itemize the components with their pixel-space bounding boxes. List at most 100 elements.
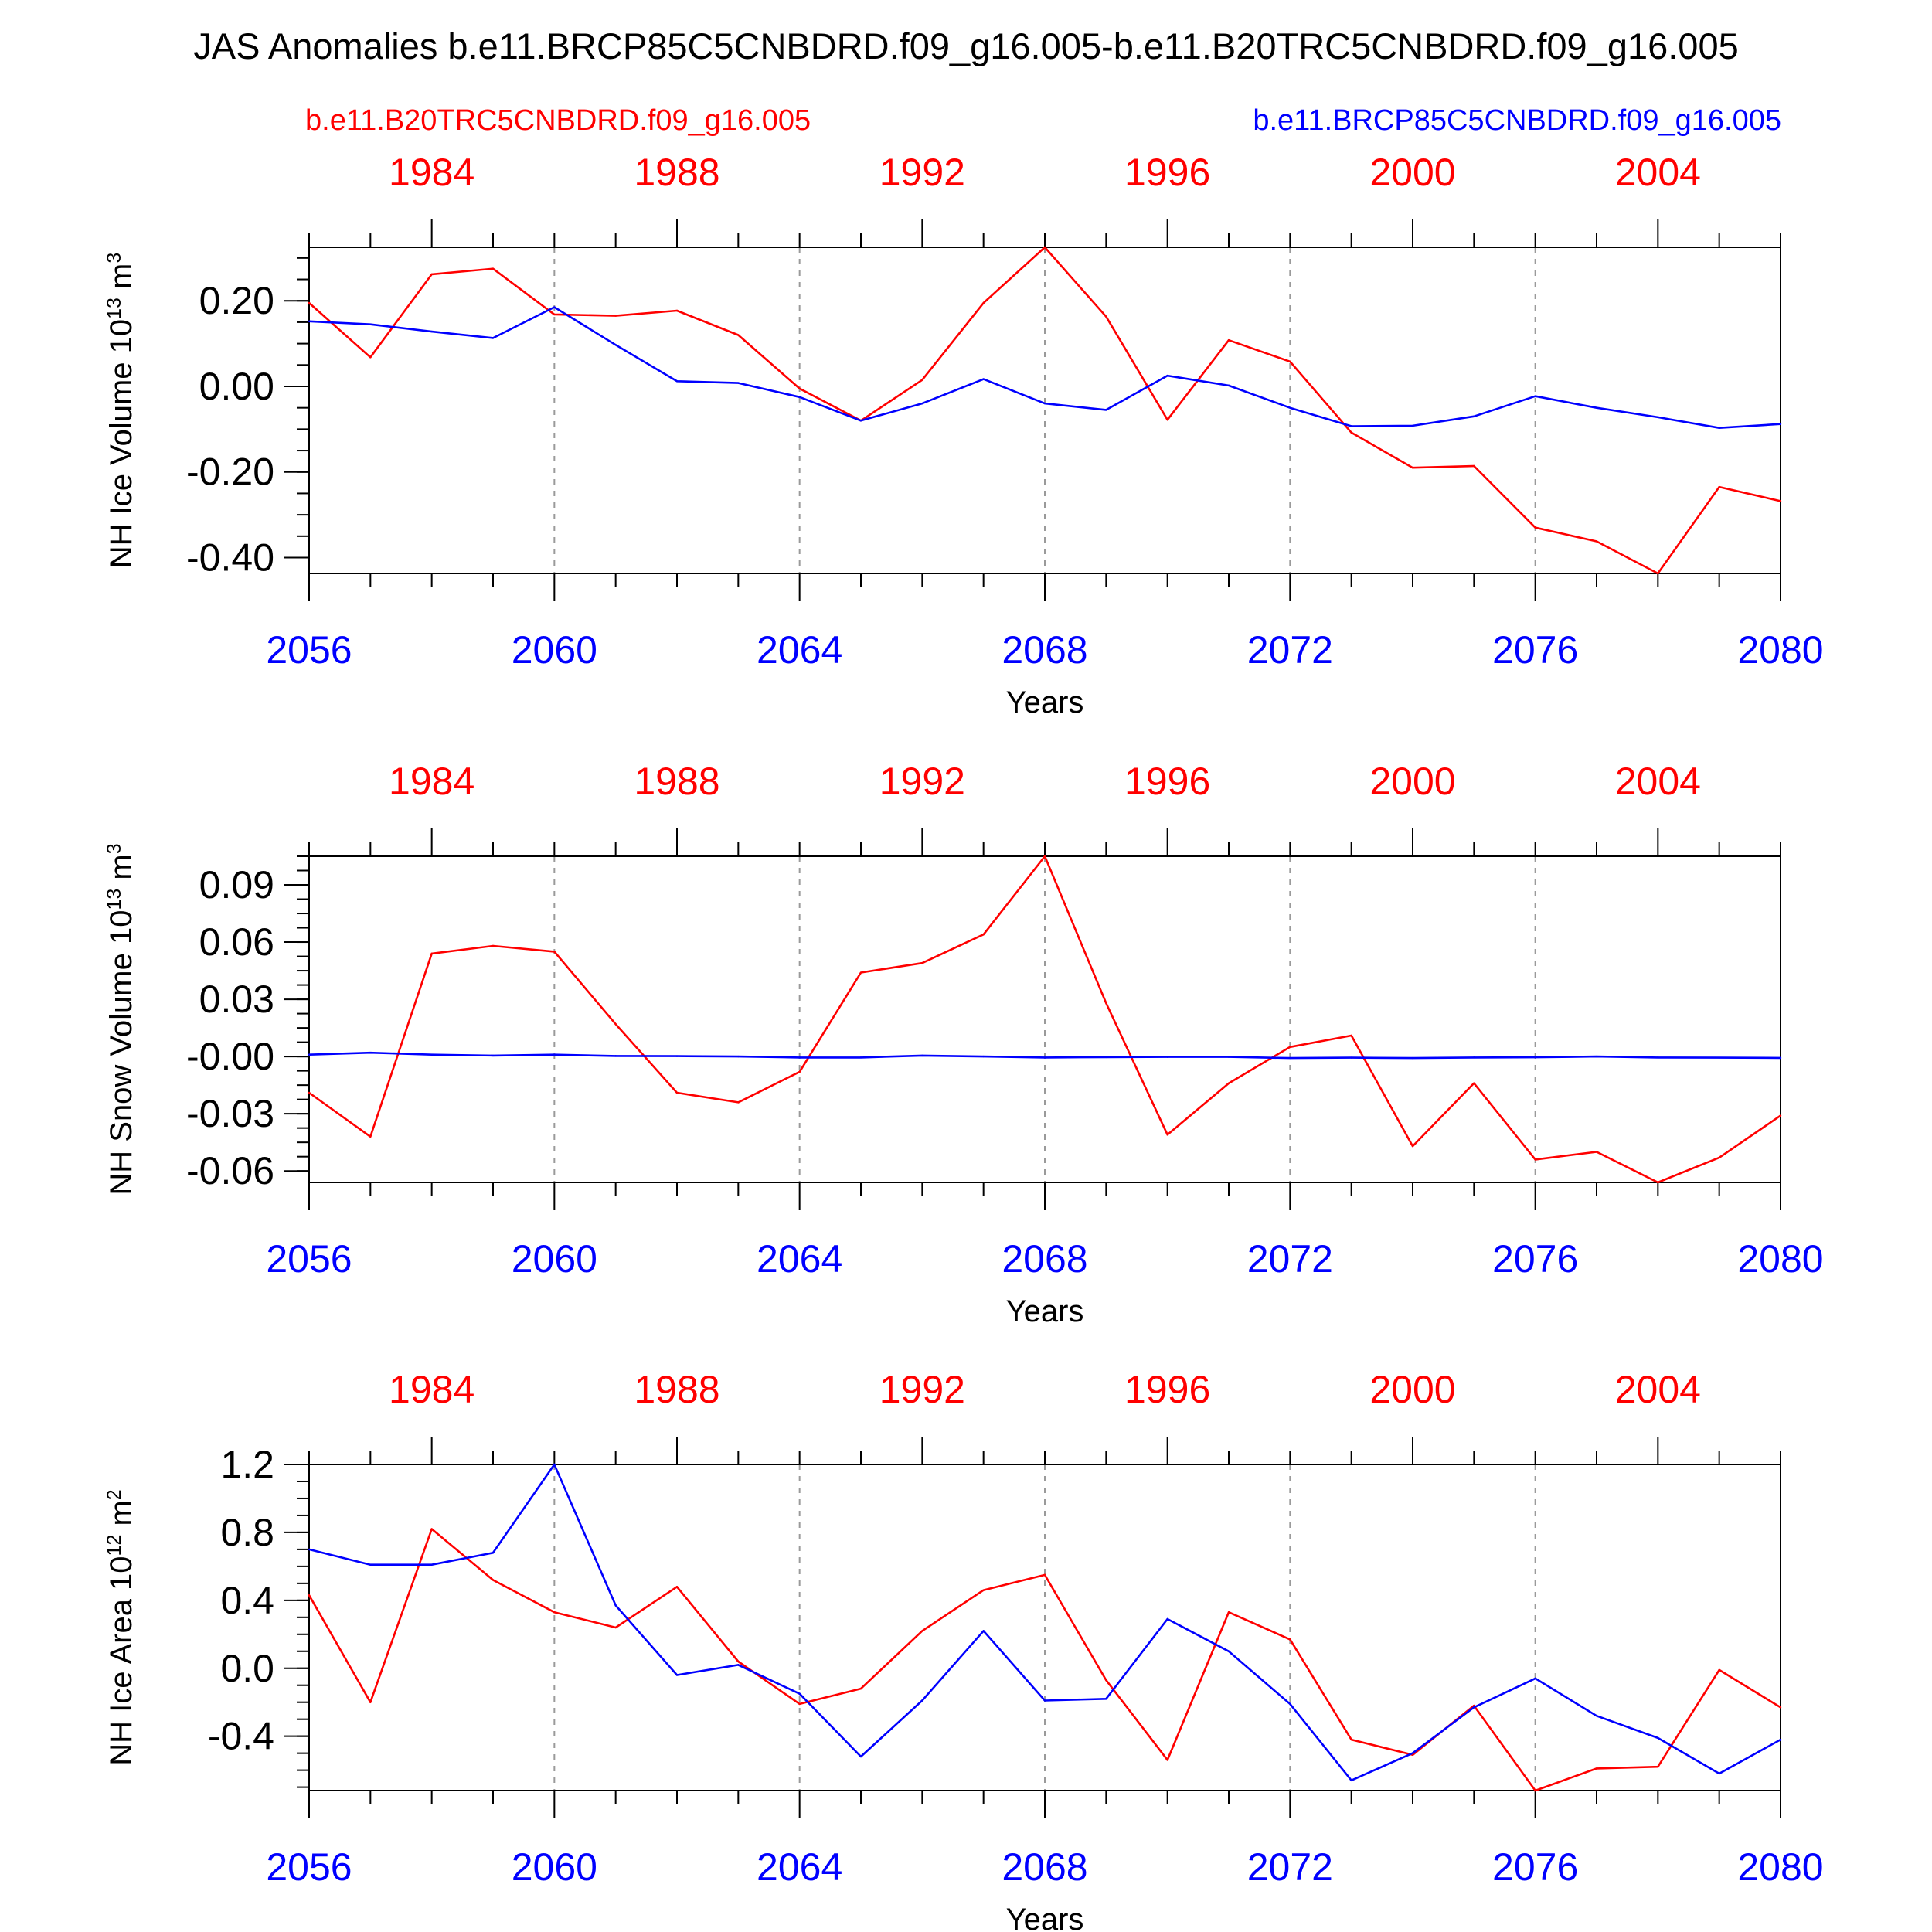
x-axis-label: Years	[1006, 1903, 1084, 1932]
historical-point	[1227, 1082, 1230, 1084]
historical-point	[675, 1586, 679, 1588]
x-tick-label-top: 1992	[879, 151, 965, 194]
future-point	[982, 378, 985, 380]
historical-point	[798, 387, 801, 389]
future-point	[1043, 402, 1046, 405]
historical-point	[369, 1135, 372, 1138]
x-tick-label-top: 2000	[1369, 151, 1455, 194]
historical-point	[737, 1660, 740, 1663]
historical-point	[921, 961, 923, 964]
future-point	[1166, 1617, 1168, 1621]
historical-point	[798, 1702, 801, 1706]
future-point	[1289, 406, 1291, 409]
future-point	[1657, 1056, 1659, 1059]
x-tick-label-bottom: 2056	[266, 1845, 352, 1889]
historical-point	[798, 1070, 801, 1073]
future-point	[1227, 384, 1230, 387]
x-tick-label-bottom: 2060	[512, 1237, 597, 1281]
x-tick-label-bottom: 2072	[1247, 628, 1333, 672]
y-axis-label: NH Snow Volume 1013 m3	[104, 843, 138, 1195]
future-point	[308, 1053, 311, 1056]
historical-point	[1473, 1082, 1475, 1084]
x-tick-label-bottom: 2060	[512, 628, 597, 672]
future-point	[1350, 425, 1352, 427]
historical-point	[308, 1594, 311, 1597]
x-tick-label-bottom: 2056	[266, 628, 352, 672]
historical-point	[430, 273, 433, 276]
future-point	[553, 1053, 556, 1056]
historical-point	[1657, 1181, 1659, 1184]
x-tick-label-top: 2000	[1369, 760, 1455, 803]
future-point	[1043, 1056, 1046, 1059]
future-point	[1595, 406, 1598, 409]
panel-1: 2056 2060 2064 2068 2072 2076 2080 1984 1988 1992…	[104, 151, 1824, 719]
historical-point	[614, 1626, 617, 1629]
chart-title: JAS Anomalies b.e11.BRCP85C5CNBDRD.f09_g…	[193, 26, 1738, 66]
future-point	[982, 1055, 985, 1058]
historical-point	[675, 309, 679, 312]
future-point	[492, 337, 495, 339]
future-point	[553, 306, 556, 308]
x-tick-label-top: 1984	[389, 760, 474, 803]
x-tick-label-top: 1988	[634, 760, 719, 803]
future-point	[1534, 395, 1536, 397]
historical-point	[1534, 1158, 1536, 1161]
y-tick-label: 0.06	[199, 920, 274, 964]
future-point	[798, 396, 801, 399]
future-point	[1473, 1056, 1475, 1059]
y-tick-label: -0.4	[208, 1715, 274, 1758]
future-point	[308, 320, 311, 323]
y-tick-label: 0.09	[199, 863, 274, 906]
x-tick-label-bottom: 2072	[1247, 1845, 1333, 1889]
future-point	[1595, 1055, 1598, 1058]
future-point	[982, 1630, 985, 1632]
future-point	[1595, 1715, 1598, 1717]
future-point	[737, 1664, 740, 1666]
historical-point	[1350, 1034, 1352, 1037]
x-tick-label-bottom: 2076	[1492, 628, 1578, 672]
historical-point	[492, 944, 495, 947]
historical-point	[1534, 1789, 1536, 1792]
future-point	[369, 323, 372, 325]
historical-point	[737, 1101, 740, 1104]
historical-point	[1718, 485, 1720, 488]
historical-point	[553, 313, 556, 316]
y-tick-label: -0.03	[186, 1092, 274, 1135]
historical-point	[921, 379, 923, 381]
x-tick-label-bottom: 2076	[1492, 1845, 1578, 1889]
future-point	[1227, 1650, 1230, 1652]
future-point	[798, 1056, 801, 1059]
y-tick-label: -0.00	[186, 1035, 274, 1078]
future-point	[1350, 1779, 1352, 1782]
historical-point	[1350, 431, 1352, 434]
x-tick-label-top: 2004	[1615, 1368, 1701, 1411]
x-tick-label-top: 1996	[1124, 151, 1210, 194]
future-point	[1105, 1698, 1107, 1700]
y-tick-label: 0.4	[220, 1579, 274, 1622]
x-tick-label-bottom: 2080	[1737, 1845, 1823, 1889]
future-point	[1043, 1699, 1046, 1702]
y-tick-label: 0.8	[220, 1511, 274, 1554]
future-point	[859, 420, 862, 422]
x-tick-label-top: 1984	[389, 1368, 474, 1411]
future-point	[1534, 1677, 1536, 1680]
x-tick-label-top: 1992	[879, 1368, 965, 1411]
legend-future: b.e11.BRCP85C5CNBDRD.f09_g16.005	[1253, 104, 1781, 137]
historical-point	[859, 971, 862, 974]
y-axis-label: NH Ice Area 1012 m2	[104, 1489, 138, 1765]
future-point	[369, 1563, 372, 1566]
historical-point	[1043, 246, 1046, 249]
historical-point	[614, 315, 617, 317]
x-tick-label-bottom: 2056	[266, 1237, 352, 1281]
future-point	[1166, 374, 1168, 377]
historical-point	[1595, 1151, 1598, 1153]
y-tick-label: 0.0	[220, 1647, 274, 1690]
future-point	[675, 1055, 679, 1057]
historical-point	[1289, 1046, 1291, 1048]
future-point	[1166, 1056, 1168, 1058]
historical-point	[614, 1022, 617, 1026]
future-point	[921, 1699, 923, 1702]
future-point	[737, 1055, 740, 1058]
x-tick-label-top: 1984	[389, 151, 474, 194]
future-point	[859, 1056, 862, 1059]
